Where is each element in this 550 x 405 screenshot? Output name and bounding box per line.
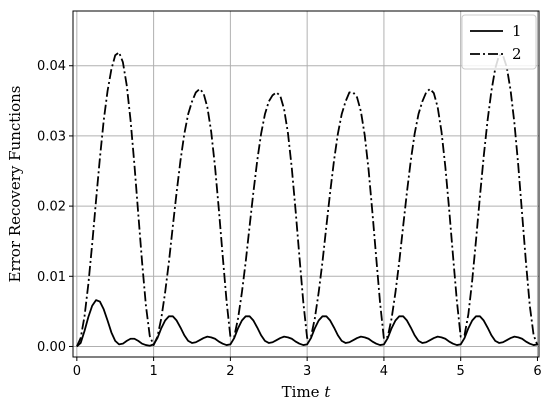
legend-entry-series-2: 2 bbox=[512, 45, 522, 63]
grid-lines bbox=[73, 11, 539, 357]
legend-entry-series-1: 1 bbox=[512, 22, 522, 40]
plot-lines bbox=[76, 51, 539, 348]
series-line-2 bbox=[76, 51, 539, 347]
x-tick-label: 0 bbox=[73, 364, 81, 379]
legend-box bbox=[461, 14, 537, 70]
x-tick-label: 4 bbox=[380, 364, 388, 379]
legend: 1 2 bbox=[461, 14, 537, 70]
x-tick-label: 5 bbox=[457, 364, 465, 379]
y-tick-label: 0.00 bbox=[37, 340, 66, 355]
y-tick-label: 0.04 bbox=[37, 59, 66, 74]
x-tick-label: 3 bbox=[303, 364, 311, 379]
y-tick-label: 0.01 bbox=[37, 270, 66, 285]
y-tick-label: 0.02 bbox=[37, 200, 66, 215]
x-axis-label: Time t bbox=[282, 383, 332, 401]
x-tick-label: 6 bbox=[533, 364, 541, 379]
plot-frame bbox=[72, 10, 540, 358]
y-tick-label: 0.03 bbox=[37, 129, 66, 144]
axis-ticks: 0 1 2 3 4 5 6 0.00 0.01 0.02 0.03 0.04 bbox=[37, 59, 542, 379]
x-tick-label: 2 bbox=[226, 364, 234, 379]
x-tick-label: 1 bbox=[149, 364, 157, 379]
y-axis-label: Error Recovery Functions bbox=[6, 86, 24, 283]
